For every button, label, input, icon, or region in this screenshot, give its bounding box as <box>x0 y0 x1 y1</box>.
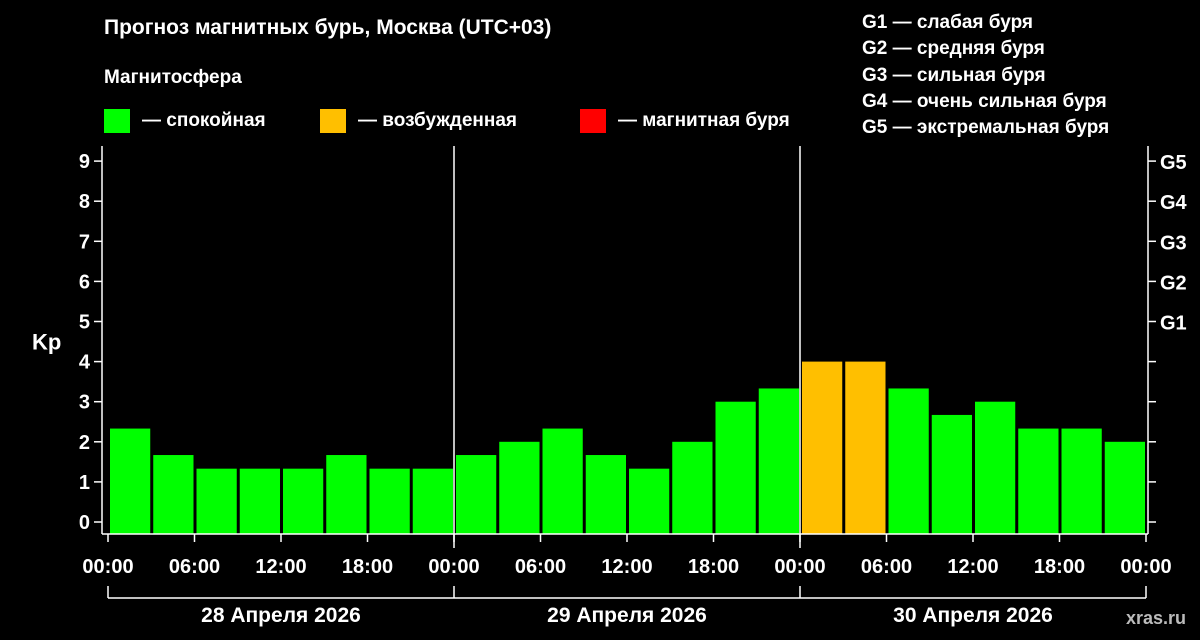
y-tick-label-5: 5 <box>79 312 90 334</box>
bar-8 <box>456 455 497 534</box>
storm-level-g1: G1 — слабая буря <box>862 12 1034 33</box>
bar-21 <box>1018 428 1059 534</box>
x-tick-label-3: 18:00 <box>342 556 393 578</box>
day-label-0: 28 Апреля 2026 <box>201 604 361 627</box>
bar-9 <box>499 441 540 534</box>
x-tick-label-5: 06:00 <box>515 556 566 578</box>
bar-1 <box>153 455 194 534</box>
bar-13 <box>672 441 713 534</box>
y-axis-title: Kp <box>32 330 61 355</box>
g-axis-label-2: G3 <box>1160 232 1187 254</box>
legend-swatch-calm <box>104 109 130 133</box>
bar-15 <box>758 388 799 534</box>
x-tick-label-10: 12:00 <box>947 556 998 578</box>
y-tick-label-4: 4 <box>79 352 91 374</box>
bar-19 <box>931 414 972 534</box>
y-tick-label-7: 7 <box>79 231 90 253</box>
x-tick-label-1: 06:00 <box>169 556 220 578</box>
storm-level-legend: G1 — слабая буря G2 — средняя буря G3 — … <box>862 10 1109 141</box>
x-tick-label-11: 18:00 <box>1034 556 1085 578</box>
g-axis-label-0: G1 <box>1160 313 1187 335</box>
x-tick-label-6: 12:00 <box>601 556 652 578</box>
watermark: xras.ru <box>1125 608 1186 628</box>
grid-layer <box>453 146 801 548</box>
bar-7 <box>412 468 453 534</box>
day-label-1: 29 Апреля 2026 <box>547 604 707 627</box>
y-tick-label-9: 9 <box>79 151 90 173</box>
chart-subtitle: Магнитосфера <box>104 67 242 88</box>
legend-item-storm: — магнитная буря <box>580 108 790 134</box>
day-label-2: 30 Апреля 2026 <box>893 604 1053 627</box>
bar-17 <box>845 361 886 534</box>
y-tick-label-2: 2 <box>79 432 90 454</box>
bar-2 <box>196 468 237 534</box>
y-tick-label-6: 6 <box>79 271 90 293</box>
x-tick-label-7: 18:00 <box>688 556 739 578</box>
storm-level-g3: G3 — сильная буря <box>862 64 1046 86</box>
legend-swatch-excited <box>320 109 346 133</box>
bar-10 <box>542 428 583 534</box>
chart-title: Прогноз магнитных бурь, Москва (UTC+03) <box>104 16 552 39</box>
bars-layer <box>110 361 1145 534</box>
bar-3 <box>239 468 280 534</box>
bar-20 <box>975 401 1016 534</box>
x-tick-label-8: 00:00 <box>774 556 825 578</box>
legend-label-storm: — магнитная буря <box>618 110 790 131</box>
y-tick-label-0: 0 <box>79 512 90 534</box>
y-tick-label-3: 3 <box>79 392 90 414</box>
x-tick-label-4: 00:00 <box>428 556 479 578</box>
bar-4 <box>283 468 324 534</box>
bar-22 <box>1061 428 1102 534</box>
labels-layer: 0 1 2 3 4 5 6 7 8 9 G1 G2 G3 G4 G5 Kp 00:00 06:00 12:00 18:… <box>32 151 1188 627</box>
bar-16 <box>802 361 843 534</box>
g-axis-label-1: G2 <box>1160 272 1187 294</box>
legend-label-excited: — возбужденная <box>358 110 518 131</box>
y-tick-label-1: 1 <box>79 472 90 494</box>
x-tick-label-0: 00:00 <box>82 556 133 578</box>
x-tick-label-9: 06:00 <box>861 556 912 578</box>
bar-12 <box>629 468 670 534</box>
bar-0 <box>110 428 151 534</box>
legend-swatch-storm <box>580 109 606 133</box>
x-tick-label-2: 12:00 <box>255 556 306 578</box>
storm-level-g4: G4 — очень сильная буря <box>862 90 1107 112</box>
storm-level-g5: G5 — экстремальная буря <box>862 117 1110 139</box>
x-tick-label-12: 00:00 <box>1120 556 1171 578</box>
bar-6 <box>369 468 410 534</box>
legend-item-calm: — спокойная <box>104 108 266 134</box>
bar-5 <box>326 455 367 534</box>
bar-14 <box>715 401 756 534</box>
storm-level-g2: G2 — средняя буря <box>862 38 1045 60</box>
g-axis-label-4: G5 <box>1160 152 1187 174</box>
y-tick-label-8: 8 <box>79 191 90 213</box>
bar-18 <box>888 388 929 534</box>
bar-23 <box>1104 441 1145 534</box>
legend-label-calm: — спокойная <box>142 110 266 131</box>
axes-layer <box>94 146 1156 599</box>
legend-item-excited: — возбужденная <box>320 108 517 134</box>
bar-11 <box>585 455 626 534</box>
g-axis-label-3: G4 <box>1160 192 1188 214</box>
